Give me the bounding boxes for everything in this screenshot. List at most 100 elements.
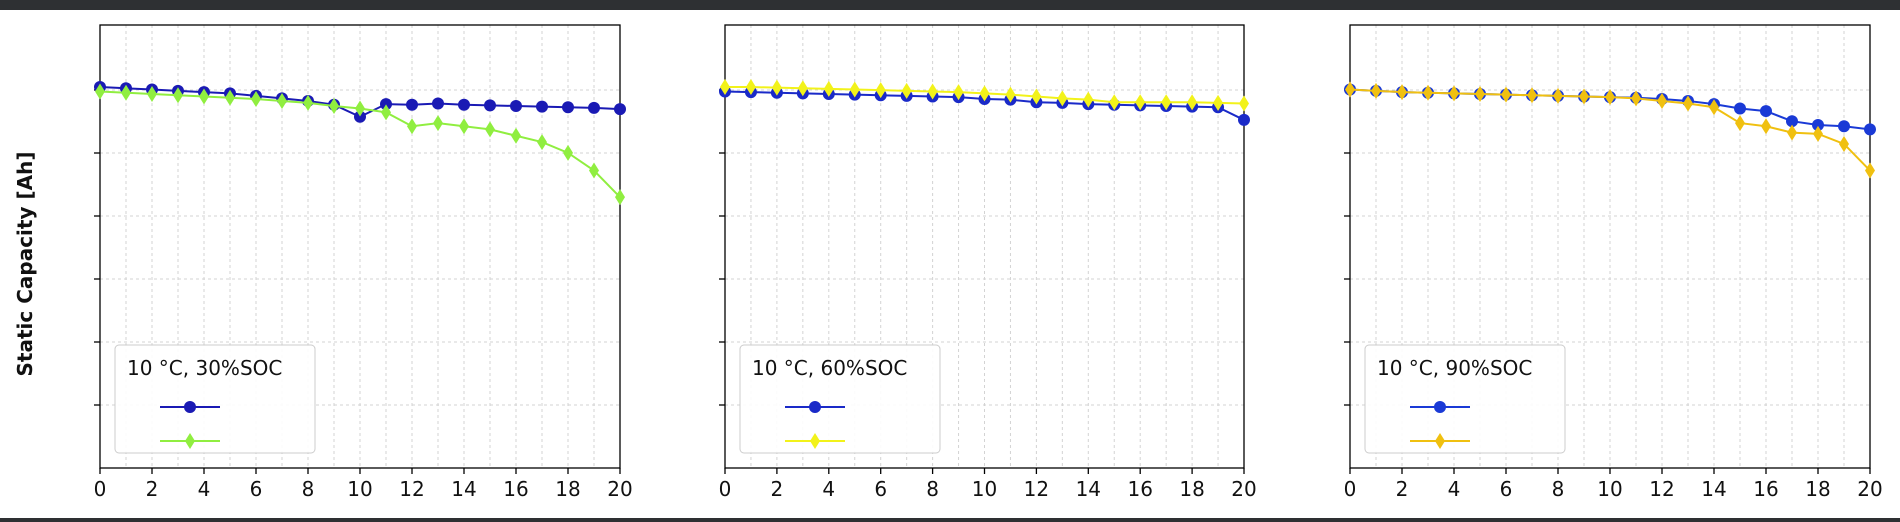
data-point: [588, 101, 600, 114]
data-point: [303, 94, 313, 111]
x-tick-label: 8: [302, 477, 315, 501]
x-tick-label: 12: [1649, 477, 1674, 501]
data-point: [1864, 123, 1876, 136]
x-tick-label: 6: [250, 477, 263, 501]
data-point: [1786, 115, 1798, 128]
x-tick-label: 20: [607, 477, 632, 501]
x-tick-label: 20: [1857, 477, 1882, 501]
legend-title: 10 °C, 60%SOC: [752, 356, 907, 380]
data-point: [953, 84, 964, 101]
data-point: [1057, 90, 1068, 107]
data-point: [1838, 120, 1850, 133]
chart-panel-1: 0 2 4 6 8 10 12 14 16 18 20 10 °C, 30%SOC: [94, 24, 633, 501]
x-tick-label: 0: [94, 477, 107, 501]
data-point: [485, 121, 495, 138]
data-point: [1734, 102, 1746, 115]
data-point: [381, 104, 391, 121]
data-point: [1475, 85, 1485, 102]
data-point: [407, 118, 417, 135]
data-point: [849, 81, 860, 98]
data-point: [1709, 99, 1719, 116]
data-point: [1735, 115, 1745, 132]
data-point: [406, 98, 418, 111]
x-tick-label: 6: [874, 477, 887, 501]
data-point: [1761, 118, 1771, 135]
data-point: [1345, 81, 1355, 98]
data-point: [1631, 90, 1641, 107]
data-point: [1605, 89, 1615, 106]
x-tick-label: 18: [1179, 477, 1204, 501]
data-point: [329, 98, 339, 115]
data-point: [1657, 92, 1667, 109]
data-point: [1083, 91, 1094, 108]
data-point: [380, 98, 392, 111]
data-point: [1213, 94, 1224, 111]
data-point: [458, 98, 470, 111]
x-tick-label: 10: [972, 477, 997, 501]
data-point: [771, 79, 782, 96]
data-point: [1397, 84, 1407, 101]
data-point: [720, 79, 730, 96]
x-tick-label: 8: [926, 477, 939, 501]
data-point: [797, 80, 808, 97]
x-tick-label: 20: [1231, 477, 1256, 501]
chart-panel-3: 0 2 4 6 8 10 12 14 16 18 20 10 °C, 90%SOC: [1344, 24, 1883, 501]
legend-title: 10 °C, 90%SOC: [1377, 356, 1532, 380]
data-point: [433, 115, 443, 132]
chart-panel-2: 0 2 4 6 8 10 12 14 16 18 20 10 °C, 60%SOC: [719, 24, 1257, 501]
x-tick-label: 14: [1701, 477, 1726, 501]
legend-swatch-marker: [1435, 433, 1445, 449]
data-point: [1865, 162, 1875, 179]
data-point: [354, 110, 366, 123]
data-point: [121, 84, 131, 101]
data-point: [147, 85, 157, 102]
data-point: [1527, 87, 1537, 104]
x-tick-label: 4: [822, 477, 835, 501]
data-point: [432, 97, 444, 110]
x-tick-label: 10: [347, 477, 372, 501]
data-point: [536, 100, 548, 113]
data-point: [484, 99, 496, 112]
data-point: [251, 91, 261, 108]
x-tick-label: 2: [1396, 477, 1409, 501]
data-point: [1501, 86, 1511, 103]
data-point: [1187, 94, 1198, 111]
legend-swatch-marker: [1434, 401, 1446, 413]
legend-swatch-marker: [810, 433, 820, 449]
y-axis-label-text: Static Capacity [Ah]: [13, 151, 37, 377]
data-point: [510, 100, 522, 113]
data-point: [979, 85, 990, 102]
data-point: [745, 79, 756, 96]
data-point: [1423, 84, 1433, 101]
data-point: [1683, 95, 1693, 112]
data-point: [95, 83, 105, 100]
x-tick-label: 12: [399, 477, 424, 501]
legend-swatch-marker: [185, 433, 195, 449]
data-point: [459, 118, 469, 135]
data-point: [1553, 87, 1563, 104]
data-point: [1449, 85, 1459, 102]
data-point: [589, 162, 599, 179]
legend-box: [739, 344, 941, 454]
x-tick-label: 14: [451, 477, 476, 501]
data-point: [901, 82, 912, 99]
x-tick-label: 18: [1805, 477, 1830, 501]
data-point: [537, 134, 547, 151]
data-point: [511, 127, 521, 144]
x-tick-label: 2: [146, 477, 159, 501]
data-point: [1812, 118, 1824, 131]
legend-title: 10 °C, 30%SOC: [127, 356, 282, 380]
data-point: [1371, 82, 1381, 99]
data-point: [1031, 88, 1042, 105]
data-point: [1787, 124, 1797, 141]
data-point: [1109, 94, 1120, 111]
x-tick-label: 0: [719, 477, 732, 501]
data-point: [1161, 94, 1172, 111]
legend-swatch-marker: [184, 401, 196, 413]
data-point: [1579, 88, 1589, 105]
data-point: [823, 80, 834, 97]
x-tick-label: 4: [1448, 477, 1461, 501]
data-point: [927, 83, 938, 100]
data-point: [1839, 135, 1849, 152]
x-tick-label: 16: [1753, 477, 1778, 501]
